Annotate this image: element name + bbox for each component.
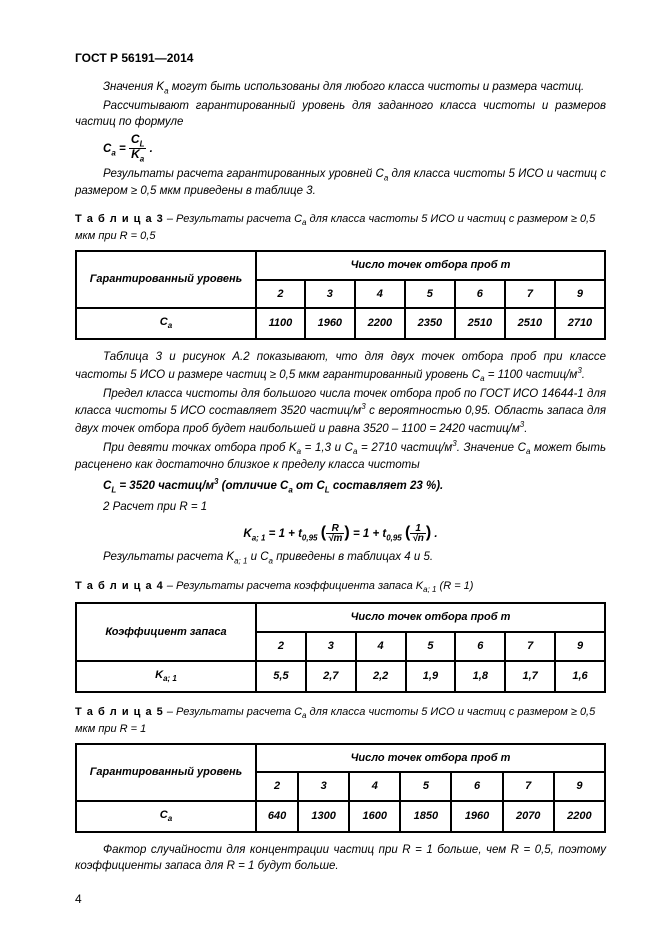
t3-colheader: Число точек отбора проб m <box>256 251 605 280</box>
paragraph-6: При девяти точках отбора проб Ka = 1,3 и… <box>75 439 606 473</box>
t5-colheader: Число точек отбора проб m <box>256 744 605 773</box>
doc-header: ГОСТ Р 56191—2014 <box>75 50 606 66</box>
table-3: Гарантированный уровень Число точек отбо… <box>75 250 606 341</box>
paragraph-1: Значения Ka могут быть использованы для … <box>75 80 606 97</box>
table4-caption: Т а б л и ц а 4 – Результаты расчета коэ… <box>75 579 606 596</box>
page-number: 4 <box>75 891 82 907</box>
paragraph-7: 2 Расчет при R = 1 <box>75 500 606 516</box>
paragraph-4: Таблица 3 и рисунок А.2 показывают, что … <box>75 350 606 384</box>
t4-rowlabel: Коэффициент запаса <box>76 603 256 661</box>
t5-rowlabel: Гарантированный уровень <box>76 744 256 802</box>
formula-3: Ka; 1 = 1 + t0,95 (R√m) = 1 + t0,95 (1√n… <box>75 522 606 544</box>
page: ГОСТ Р 56191—2014 Значения Ka могут быть… <box>0 0 661 935</box>
table-5: Гарантированный уровень Число точек отбо… <box>75 743 606 834</box>
t4-data-row: Ka; 1 5,52,72,2 1,91,81,71,6 <box>76 661 605 692</box>
paragraph-9: Фактор случайности для концентрации част… <box>75 843 606 874</box>
table5-caption: Т а б л и ц а 5 – Результаты расчета Ca … <box>75 705 606 737</box>
formula-1: Ca = CL Ka . <box>103 134 606 163</box>
table3-caption: Т а б л и ц а 3 – Результаты расчета Ca … <box>75 212 606 244</box>
t5-data-row: Ca 64013001600 1850196020702200 <box>76 801 605 832</box>
paragraph-5: Предел класса чистоты для большого числа… <box>75 387 606 437</box>
t4-colheader: Число точек отбора проб m <box>256 603 605 632</box>
formula-2: CL = 3520 частиц/м3 (отличие Ca от CL со… <box>103 477 606 496</box>
paragraph-8: Результаты расчета Ka; 1 и Ca приведены … <box>75 550 606 567</box>
t3-data-row: Ca 110019602200 2350251025102710 <box>76 308 605 339</box>
table-4: Коэффициент запаса Число точек отбора пр… <box>75 602 606 693</box>
paragraph-3: Результаты расчета гарантированных уровн… <box>75 167 606 200</box>
t3-rowlabel: Гарантированный уровень <box>76 251 256 309</box>
paragraph-2: Рассчитывают гарантированный уровень для… <box>75 99 606 130</box>
